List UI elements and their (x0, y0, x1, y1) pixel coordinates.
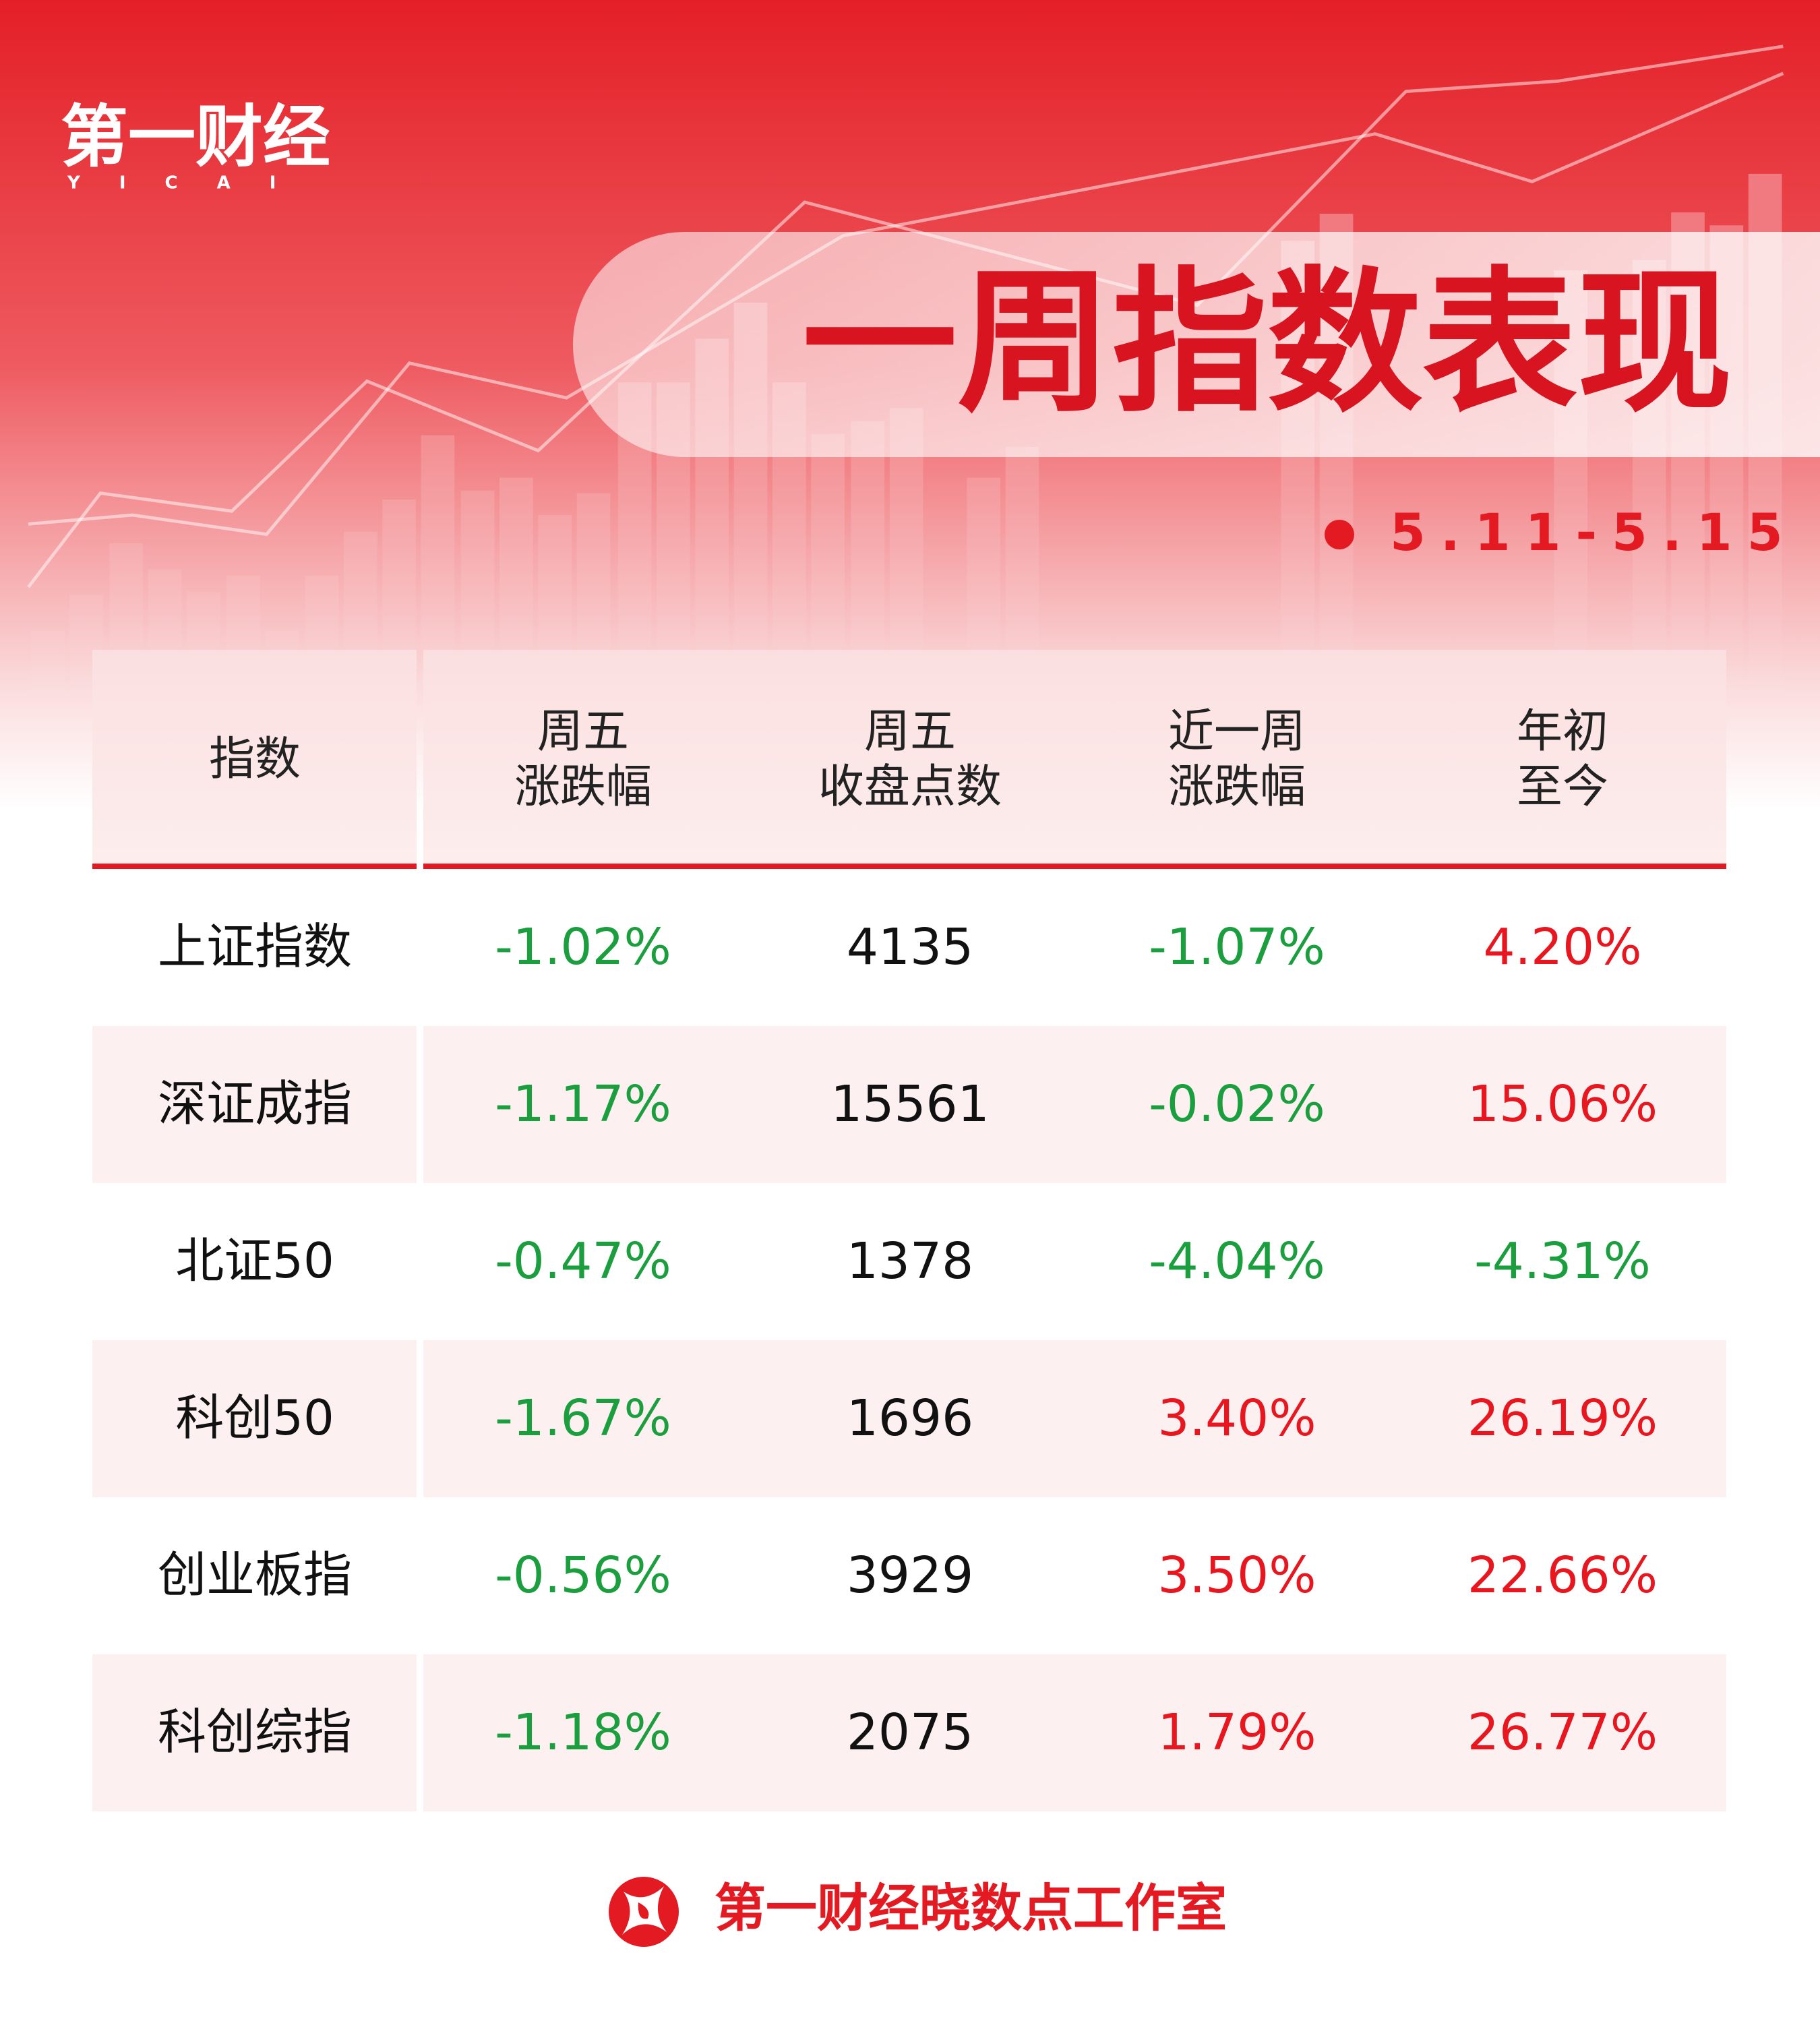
row-bg (423, 1340, 1726, 1497)
change-value: -0.56% (495, 1546, 671, 1604)
close-value: 1696 (847, 1389, 973, 1447)
column-header: 至今 (1517, 760, 1608, 814)
change-value: -0.47% (495, 1232, 671, 1290)
title-pill (573, 232, 1820, 457)
change-value: -4.31% (1474, 1232, 1651, 1290)
index-name: 上证指数 (158, 918, 352, 975)
index-name: 科创50 (175, 1389, 334, 1446)
change-value: -1.17% (495, 1075, 671, 1133)
row-bg (92, 1026, 417, 1183)
header-bg (423, 650, 1726, 869)
index-name: 科创综指 (158, 1704, 352, 1760)
header-rule (423, 864, 1726, 869)
row-bg (423, 1654, 1726, 1811)
date-dot (1325, 520, 1354, 549)
column-header: 近一周 (1168, 705, 1306, 758)
header-bg (92, 650, 417, 869)
logo-sub: YICAI (67, 173, 315, 193)
column-header: 周五 (864, 705, 956, 758)
change-value: -1.07% (1149, 918, 1325, 976)
change-value: 26.19% (1467, 1389, 1658, 1447)
footer-icon (609, 1877, 679, 1947)
column-header: 周五 (537, 705, 629, 758)
change-value: 1.79% (1157, 1704, 1316, 1761)
change-value: 3.40% (1157, 1389, 1316, 1447)
index-name: 创业板指 (158, 1546, 352, 1603)
close-value: 4135 (847, 918, 973, 976)
change-value: 22.66% (1467, 1546, 1658, 1604)
change-value: 4.20% (1483, 918, 1641, 976)
change-value: 15.06% (1467, 1075, 1658, 1133)
column-header: 涨跌幅 (514, 760, 652, 814)
row-bg (423, 1026, 1726, 1183)
change-value: -0.02% (1149, 1075, 1325, 1133)
change-value: 26.77% (1467, 1704, 1658, 1761)
index-name: 深证成指 (158, 1075, 352, 1132)
footer-text: 第一财经晓数点工作室 (715, 1878, 1227, 1938)
change-value: -4.04% (1149, 1232, 1325, 1290)
column-header: 涨跌幅 (1168, 760, 1306, 814)
date: 5.11-5.15 (1390, 502, 1798, 562)
index-name: 北证50 (175, 1232, 334, 1289)
close-value: 3929 (847, 1546, 973, 1604)
logo: 第一财经 (61, 97, 330, 176)
change-value: -1.18% (495, 1704, 671, 1761)
column-header: 年初 (1517, 705, 1608, 758)
close-value: 1378 (847, 1232, 973, 1290)
column-header: 指数 (209, 733, 301, 786)
header-rule (92, 864, 417, 869)
title: 一周指数表现 (802, 253, 1732, 433)
change-value: -1.02% (495, 918, 671, 976)
row-bg (92, 1340, 417, 1497)
column-header: 收盘点数 (818, 760, 1002, 814)
close-value: 2075 (847, 1704, 973, 1761)
close-value: 15561 (830, 1075, 989, 1133)
change-value: -1.67% (495, 1389, 671, 1447)
change-value: 3.50% (1157, 1546, 1316, 1604)
row-bg (92, 1654, 417, 1811)
